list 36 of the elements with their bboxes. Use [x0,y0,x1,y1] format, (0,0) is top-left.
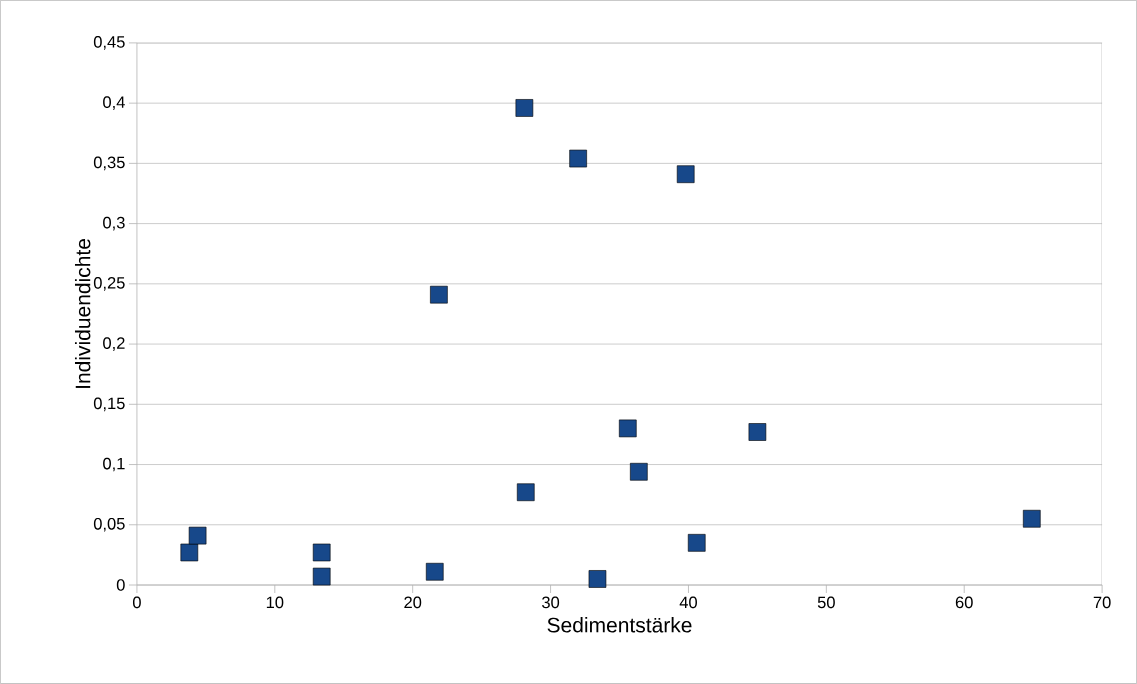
point [588,570,607,588]
x-tick-label: 70 [1093,596,1111,609]
point [569,149,587,168]
y-tick-label: 0,15 [93,397,125,412]
x-tick-label: 40 [679,596,697,609]
x-tick-label: 10 [266,596,284,609]
point [630,463,648,481]
x-tick-label: 0 [132,596,141,609]
x-tick-label: 30 [542,596,560,609]
y-tick-label: 0,45 [93,36,125,50]
point [425,562,444,581]
x-tick-label: 60 [955,596,973,609]
x-tick-label: 20 [404,596,422,609]
point [180,543,199,562]
point [676,165,695,184]
y-axis-title: Individuendichte [74,239,91,388]
y-tick-label: 0,05 [93,517,125,532]
point [687,534,706,552]
point [1022,509,1041,528]
point [312,567,331,586]
x-tick-label: 50 [817,596,835,609]
point [515,99,534,117]
point [516,483,535,502]
point [430,285,448,304]
y-tick-label: 0,4 [103,96,125,110]
y-tick-label: 0,1 [103,457,125,472]
point [312,543,331,562]
point [188,526,207,545]
point [618,419,637,438]
y-tick-label: 0,35 [93,156,125,171]
x-axis-title: Sedimentstärke [547,617,692,633]
y-tick-label: 0,2 [103,337,125,351]
y-tick-label: 0,25 [93,277,125,291]
point [748,423,767,441]
y-tick-label: 0 [116,579,125,591]
y-tick-label: 0,3 [103,216,125,231]
